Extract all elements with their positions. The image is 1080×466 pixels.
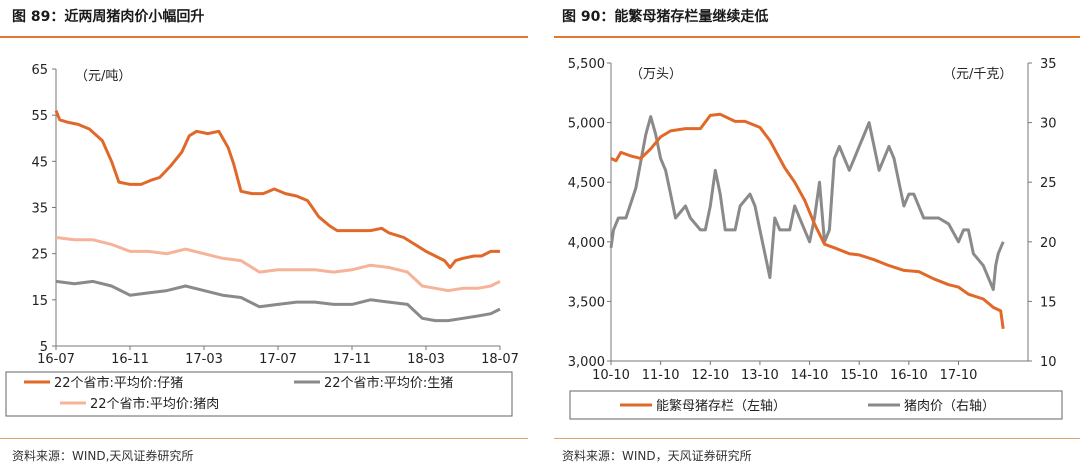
right-axes: 3,000 3,500 4,000 4,500 5,000 5,500 10 15 20 25 30… [568,57,1057,383]
series-line [54,110,500,269]
left-series [54,110,501,323]
legend-box [5,371,513,417]
legend-label: 22个省市:平均价:生猪 [324,375,453,391]
x-tick-label: 14-10 [791,368,829,383]
y-tick-label: 35 [31,202,48,217]
y-right-tick-label: 30 [1040,117,1057,132]
y-left-tick-label: 4,500 [568,176,605,191]
x-tick-label: 18-07 [481,352,519,367]
x-tick-label: 13-10 [741,368,779,383]
left-axes: 5 15 25 35 45 55 65 16-07 16-11 17-03 17-07 17-11 18… [31,63,518,367]
series-line [55,279,501,323]
source-note: 资料来源：WIND，天风证券研究所 [562,449,752,463]
x-tick-label: 16-11 [111,352,149,367]
y-tick-label: 5 [40,340,48,355]
source-rule [0,438,528,439]
x-tick-label: 15-10 [840,368,878,383]
x-tick-label: 17-03 [185,352,223,367]
y-tick-label: 65 [31,63,48,78]
x-tick-label: 10-10 [592,368,630,383]
x-tick-label: 16-07 [37,352,75,367]
panel-pork-price: 图 89：近两周猪肉价小幅回升 5 15 25 35 45 55 65 16-07 16-11 1… [0,0,535,466]
legend-label: 猪肉价（右轴） [904,399,995,414]
y-right-tick-label: 20 [1040,236,1057,251]
chart-sow-inventory: 3,000 3,500 4,000 4,500 5,000 5,500 10 15 20 25 30… [568,57,1063,420]
x-tick-label: 17-10 [940,368,978,383]
chart-pork-price: 5 15 25 35 45 55 65 16-07 16-11 17-03 17-07 17-11 18… [5,63,519,417]
y-right-unit-label: （元/千克） [943,67,1012,82]
panel-sow-inventory: 图 90：能繁母猪存栏量继续走低 3,000 3,500 4,000 4,500 5,0… [548,0,1080,466]
figure-title: 图 89：近两周猪肉价小幅回升 [12,9,205,25]
source-rule [554,438,1080,439]
y-tick-label: 55 [31,109,48,124]
right-legend: 能繁母猪存栏（左轴） 猪肉价（右轴） [569,390,1063,420]
x-tick-label: 16-10 [890,368,928,383]
y-right-tick-label: 35 [1040,57,1057,72]
legend-label: 22个省市:平均价:猪肉 [90,396,219,412]
y-right-tick-label: 15 [1040,295,1057,310]
y-tick-label: 25 [31,248,48,263]
y-left-unit-label: （万头） [630,67,682,82]
y-right-tick-label: 25 [1040,176,1057,191]
legend-box [569,390,1063,420]
y-right-tick-label: 10 [1040,355,1057,370]
figure-title: 图 90：能繁母猪存栏量继续走低 [562,9,769,25]
legend-label: 能繁母猪存栏（左轴） [656,398,786,414]
series-line [55,236,501,293]
x-tick-label: 12-10 [691,368,729,383]
title-rule [554,36,1080,38]
source-note: 资料来源：WIND,天风证券研究所 [12,449,194,463]
x-tick-label: 17-07 [259,352,297,367]
right-series [609,112,1005,330]
series-line [609,115,1005,291]
title-rule [0,36,528,38]
x-tick-label: 11-10 [642,368,680,383]
legend-label: 22个省市:平均价:仔猪 [54,375,183,391]
y-left-tick-label: 5,500 [568,57,605,72]
y-left-tick-label: 5,000 [568,117,605,132]
y-tick-label: 15 [31,294,48,309]
y-left-tick-label: 4,000 [568,236,605,251]
x-tick-label: 18-03 [407,352,445,367]
left-legend: 22个省市:平均价:仔猪 22个省市:平均价:生猪 22个省市:平均价:猪肉 [5,371,513,417]
y-unit-label: （元/吨） [75,69,131,84]
y-tick-label: 45 [31,155,48,170]
y-left-tick-label: 3,000 [568,355,605,370]
x-tick-label: 17-11 [333,352,371,367]
y-left-tick-label: 3,500 [568,295,605,310]
series-line [610,112,1005,330]
